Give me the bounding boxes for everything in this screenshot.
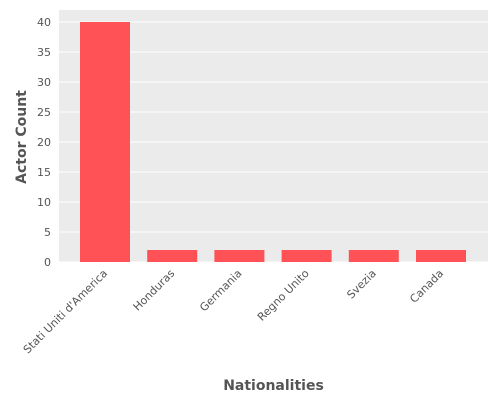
y-tick-label: 20 [37, 136, 51, 149]
y-tick-label: 15 [37, 166, 51, 179]
y-axis-title: Actor Count [14, 90, 30, 184]
y-tick-label: 0 [44, 256, 51, 269]
bars [80, 22, 466, 262]
y-tick-label: 10 [37, 196, 51, 209]
x-axis-ticks: Stati Uniti d'America Honduras Germania Reg… [21, 267, 446, 356]
x-tick-label: Honduras [131, 267, 178, 314]
x-tick-label: Regno Unito [255, 267, 312, 324]
bar [80, 22, 130, 262]
y-tick-label: 35 [37, 46, 51, 59]
bar [214, 250, 265, 262]
bar [348, 250, 399, 262]
y-tick-label: 5 [44, 226, 51, 239]
x-tick-label: Germania [197, 267, 244, 314]
bar [281, 250, 332, 262]
bar [147, 250, 198, 262]
y-tick-label: 25 [37, 106, 51, 119]
y-tick-label: 40 [37, 16, 51, 29]
bar [416, 250, 466, 262]
x-tick-label: Canada [407, 267, 446, 306]
y-axis-ticks: 0 5 10 15 20 25 30 35 40 [37, 16, 51, 269]
grid-lines [59, 21, 488, 263]
x-tick-label: Svezia [344, 267, 379, 302]
x-tick-label: Stati Uniti d'America [21, 267, 110, 356]
y-tick-label: 30 [37, 76, 51, 89]
x-axis-title: Nationalities [223, 378, 324, 394]
